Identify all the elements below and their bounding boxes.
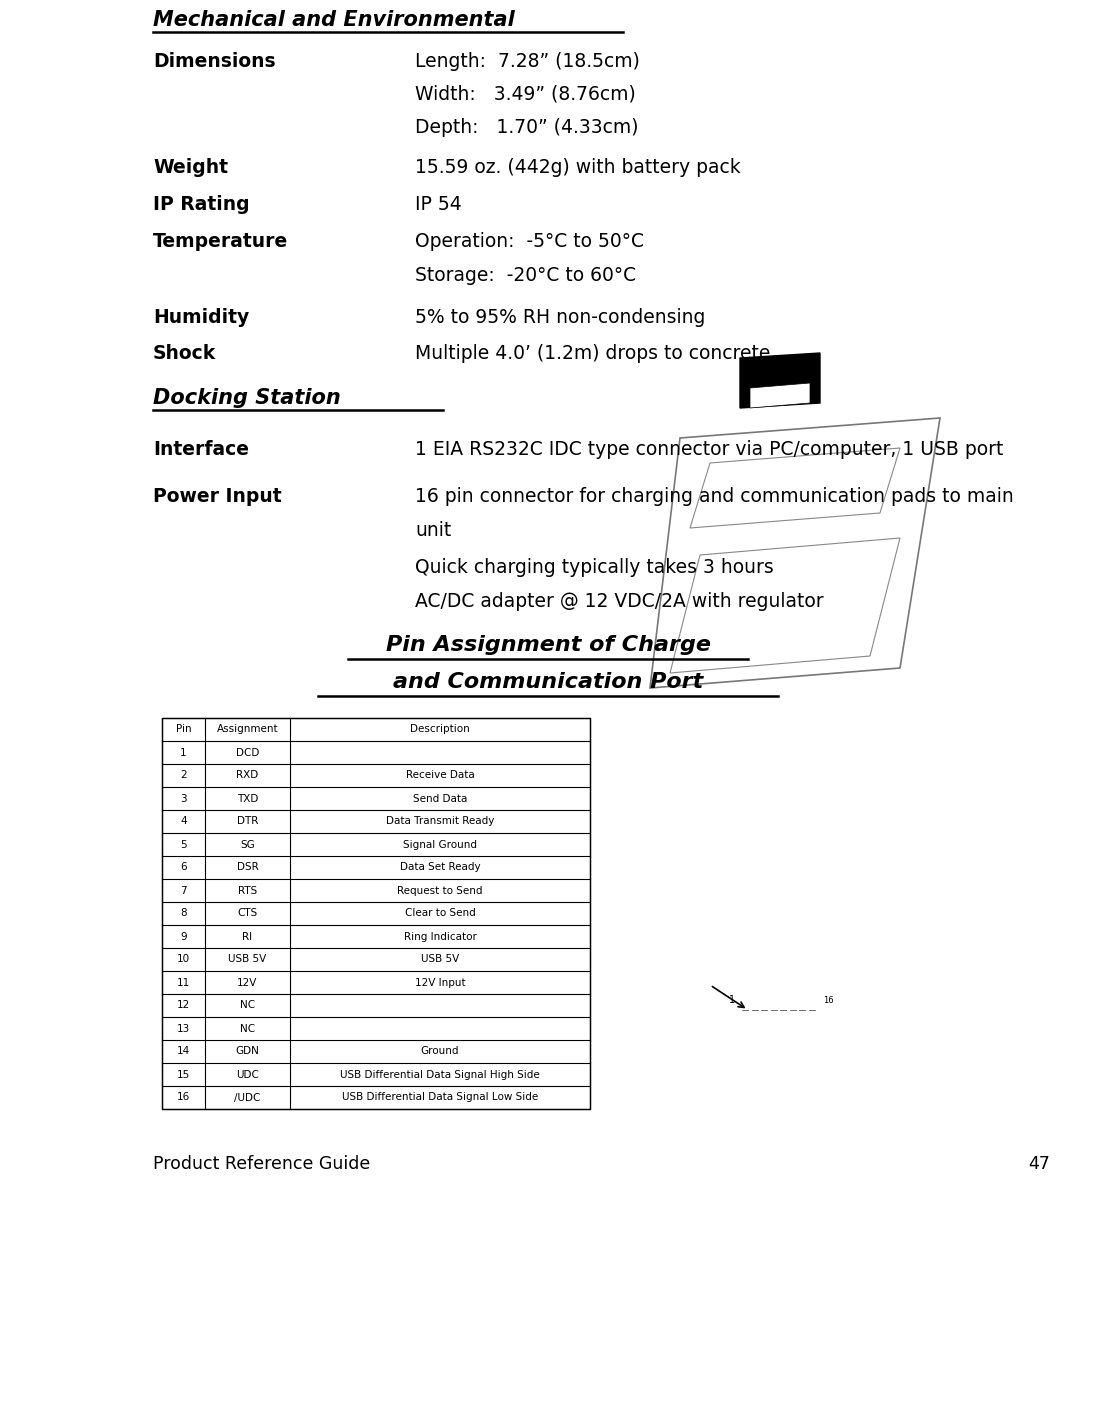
Text: Quick charging typically takes 3 hours: Quick charging typically takes 3 hours bbox=[415, 559, 774, 577]
Text: TXD: TXD bbox=[237, 794, 259, 804]
Polygon shape bbox=[740, 353, 820, 408]
Text: USB 5V: USB 5V bbox=[421, 954, 459, 964]
Text: Send Data: Send Data bbox=[413, 794, 467, 804]
Text: RI: RI bbox=[242, 932, 252, 942]
Text: 1 EIA RS232C IDC type connector via PC/computer, 1 USB port: 1 EIA RS232C IDC type connector via PC/c… bbox=[415, 440, 1003, 459]
Text: Length:  7.28” (18.5cm): Length: 7.28” (18.5cm) bbox=[415, 52, 640, 71]
Text: Signal Ground: Signal Ground bbox=[403, 839, 477, 849]
Text: Humidity: Humidity bbox=[153, 308, 249, 328]
Text: 11: 11 bbox=[176, 977, 190, 987]
Text: USB 5V: USB 5V bbox=[228, 954, 266, 964]
Text: DTR: DTR bbox=[237, 817, 259, 827]
Text: RXD: RXD bbox=[237, 770, 259, 780]
Text: IP Rating: IP Rating bbox=[153, 196, 250, 214]
Text: Mechanical and Environmental: Mechanical and Environmental bbox=[153, 10, 515, 30]
Text: SG: SG bbox=[240, 839, 255, 849]
Text: Description: Description bbox=[410, 725, 470, 735]
Text: 1: 1 bbox=[180, 747, 186, 757]
Text: 3: 3 bbox=[180, 794, 186, 804]
Text: Dimensions: Dimensions bbox=[153, 52, 275, 71]
Text: 12: 12 bbox=[176, 1001, 190, 1011]
Text: Temperature: Temperature bbox=[153, 233, 288, 251]
Text: 5% to 95% RH non-condensing: 5% to 95% RH non-condensing bbox=[415, 308, 706, 328]
Text: Operation:  -5°C to 50°C: Operation: -5°C to 50°C bbox=[415, 233, 644, 251]
Text: 7: 7 bbox=[180, 885, 186, 896]
Text: Receive Data: Receive Data bbox=[406, 770, 475, 780]
Text: 16 pin connector for charging and communication pads to main: 16 pin connector for charging and commun… bbox=[415, 486, 1014, 506]
Text: AC/DC adapter @ 12 VDC/2A with regulator: AC/DC adapter @ 12 VDC/2A with regulator bbox=[415, 591, 823, 611]
Text: 6: 6 bbox=[180, 862, 186, 872]
Text: Storage:  -20°C to 60°C: Storage: -20°C to 60°C bbox=[415, 267, 636, 285]
Text: 14: 14 bbox=[176, 1046, 190, 1056]
Text: USB Differential Data Signal Low Side: USB Differential Data Signal Low Side bbox=[342, 1092, 538, 1103]
Text: 5: 5 bbox=[180, 839, 186, 849]
Text: GDN: GDN bbox=[236, 1046, 260, 1056]
Text: and Communication Port: and Communication Port bbox=[392, 672, 704, 692]
Text: /UDC: /UDC bbox=[235, 1092, 261, 1103]
Text: 47: 47 bbox=[1028, 1156, 1050, 1173]
Text: Pin: Pin bbox=[175, 725, 192, 735]
Text: Clear to Send: Clear to Send bbox=[404, 909, 476, 919]
Text: CTS: CTS bbox=[238, 909, 258, 919]
Text: Interface: Interface bbox=[153, 440, 249, 459]
Text: 15.59 oz. (442g) with battery pack: 15.59 oz. (442g) with battery pack bbox=[415, 157, 741, 177]
Text: Depth:   1.70” (4.33cm): Depth: 1.70” (4.33cm) bbox=[415, 118, 639, 138]
Text: NC: NC bbox=[240, 1001, 255, 1011]
Polygon shape bbox=[750, 383, 810, 408]
Text: 10: 10 bbox=[176, 954, 190, 964]
Text: IP 54: IP 54 bbox=[415, 196, 461, 214]
Text: 2: 2 bbox=[180, 770, 186, 780]
Text: NC: NC bbox=[240, 1024, 255, 1034]
Text: 16: 16 bbox=[823, 995, 834, 1005]
Text: 13: 13 bbox=[176, 1024, 190, 1034]
Text: Assignment: Assignment bbox=[217, 725, 278, 735]
Text: 12V Input: 12V Input bbox=[414, 977, 466, 987]
Text: 1: 1 bbox=[729, 995, 735, 1005]
Text: Ground: Ground bbox=[421, 1046, 459, 1056]
Text: Shock: Shock bbox=[153, 345, 216, 363]
Text: unit: unit bbox=[415, 520, 452, 540]
Text: Data Set Ready: Data Set Ready bbox=[400, 862, 480, 872]
Text: Multiple 4.0’ (1.2m) drops to concrete: Multiple 4.0’ (1.2m) drops to concrete bbox=[415, 345, 770, 363]
Text: Pin Assignment of Charge: Pin Assignment of Charge bbox=[386, 635, 710, 655]
Text: Request to Send: Request to Send bbox=[397, 885, 482, 896]
Text: 12V: 12V bbox=[238, 977, 258, 987]
Text: Ring Indicator: Ring Indicator bbox=[403, 932, 477, 942]
Text: 15: 15 bbox=[176, 1069, 190, 1079]
Text: RTS: RTS bbox=[238, 885, 258, 896]
Text: DSR: DSR bbox=[237, 862, 259, 872]
Text: Product Reference Guide: Product Reference Guide bbox=[153, 1156, 370, 1173]
Text: Power Input: Power Input bbox=[153, 486, 282, 506]
Text: Width:   3.49” (8.76cm): Width: 3.49” (8.76cm) bbox=[415, 85, 636, 104]
Text: UDC: UDC bbox=[236, 1069, 259, 1079]
Text: 16: 16 bbox=[176, 1092, 190, 1103]
Text: 8: 8 bbox=[180, 909, 186, 919]
Text: 9: 9 bbox=[180, 932, 186, 942]
Bar bbox=[162, 718, 590, 1109]
Text: 4: 4 bbox=[180, 817, 186, 827]
Text: Data Transmit Ready: Data Transmit Ready bbox=[386, 817, 494, 827]
Text: Docking Station: Docking Station bbox=[153, 389, 341, 408]
Text: DCD: DCD bbox=[236, 747, 259, 757]
Text: Weight: Weight bbox=[153, 157, 228, 177]
Text: USB Differential Data Signal High Side: USB Differential Data Signal High Side bbox=[340, 1069, 540, 1079]
